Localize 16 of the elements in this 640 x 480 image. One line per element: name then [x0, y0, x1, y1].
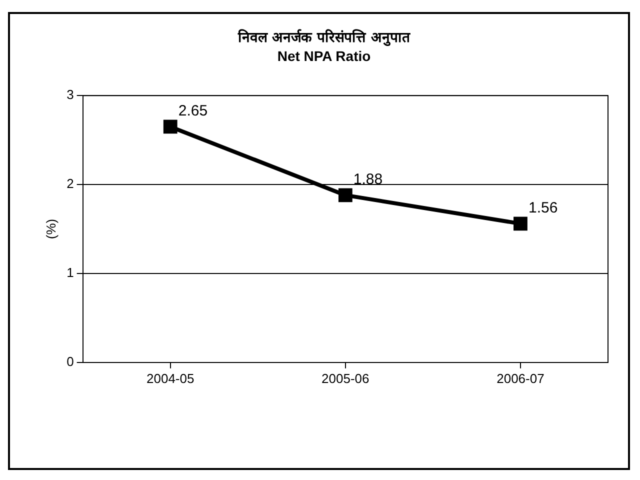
y-tick-label: 3	[66, 87, 74, 102]
data-label: 1.88	[353, 170, 383, 188]
chart-subtitle: Net NPA Ratio	[277, 48, 371, 64]
x-tick-label: 2004-05	[146, 370, 194, 386]
point	[338, 188, 352, 202]
y-tick-label: 0	[66, 354, 74, 369]
y-tick-label: 1	[66, 265, 74, 280]
point	[514, 216, 528, 231]
y-tick-label: 2	[66, 176, 74, 192]
data-label: 2.65	[178, 102, 208, 120]
point	[163, 120, 178, 134]
x-tick-label: 2006-07	[496, 370, 544, 386]
x-tick-label: 2005-06	[322, 370, 370, 386]
data-label: 1.56	[528, 199, 558, 216]
y-axis-title: (%)	[43, 218, 58, 240]
chart-title: निवल अनर्जक परिसंपत्ति अनुपात	[237, 29, 411, 48]
